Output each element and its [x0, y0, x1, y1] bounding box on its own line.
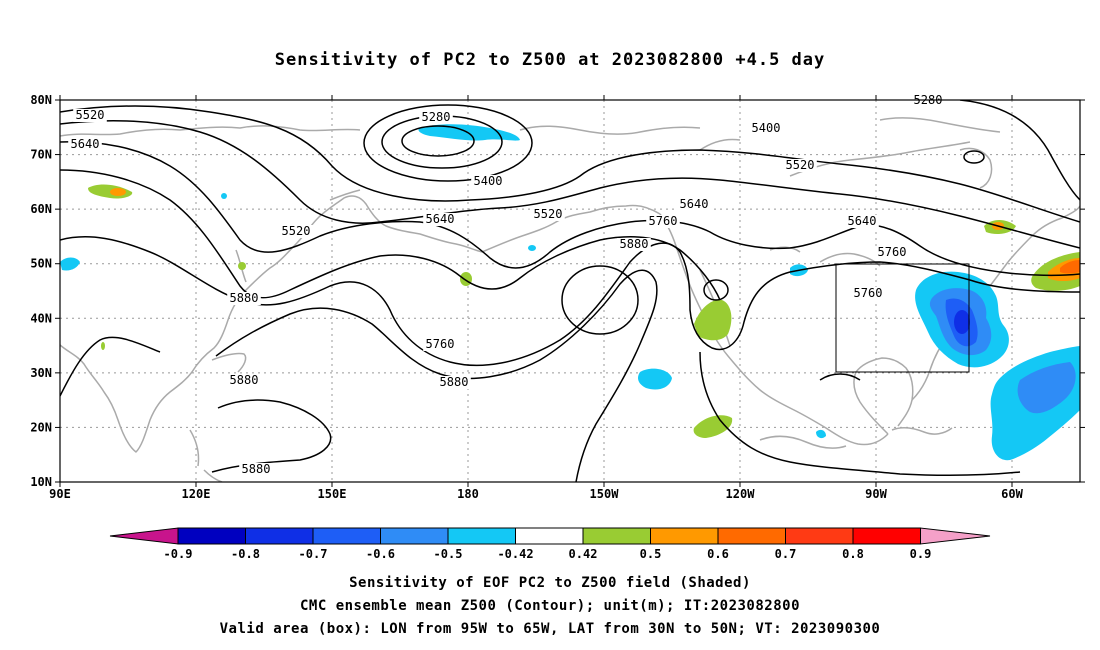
colorbar-segment	[650, 527, 719, 545]
contour-label-bg	[677, 198, 711, 211]
contour-label: 5640	[71, 137, 100, 151]
contour-label: 5880	[620, 237, 649, 251]
sensitivity-shading	[60, 124, 1080, 461]
contour-label-bg	[783, 159, 817, 172]
lon-label: 180	[457, 487, 479, 501]
contour-label: 5760	[854, 286, 883, 300]
contour-label: 5880	[242, 462, 271, 476]
contour-label: 5520	[282, 224, 311, 238]
lat-label: 10N	[30, 475, 52, 489]
contour-label: 5400	[474, 174, 503, 188]
lon-label: 90E	[49, 487, 71, 501]
contour-label-bg	[279, 225, 313, 238]
plot-frame	[59, 99, 1081, 483]
contour-label: 5760	[426, 337, 455, 351]
lon-label: 120E	[182, 487, 211, 501]
z500-contours	[60, 100, 1080, 482]
contour-label: 5640	[426, 212, 455, 226]
colorbar-segment	[312, 527, 381, 545]
caption-contour: CMC ensemble mean Z500 (Contour); unit(m…	[299, 598, 800, 614]
contour-label: 5880	[230, 373, 259, 387]
contour-label-bg	[617, 238, 651, 251]
lat-label: 20N	[30, 420, 52, 434]
contour-label-bg	[73, 109, 107, 122]
colorbar-label: 0.42	[569, 547, 598, 561]
colorbar-label: 0.8	[842, 547, 864, 561]
colorbar-label: 0.5	[640, 547, 662, 561]
colorbar-label: 0.6	[707, 547, 729, 561]
contour-label-bg	[437, 376, 471, 389]
colorbar-segment	[447, 527, 516, 545]
contour-label-bg	[68, 138, 102, 151]
lat-label: 70N	[30, 148, 52, 162]
contour-label: 5520	[786, 158, 815, 172]
colorbar-segment	[852, 527, 921, 545]
caption-shading: Sensitivity of EOF PC2 to Z500 field (Sh…	[349, 575, 751, 591]
contour-label: 5640	[848, 214, 877, 228]
contour-label: 5640	[680, 197, 709, 211]
colorbar-segment	[515, 527, 584, 545]
colorbar-segment	[785, 527, 854, 545]
lat-label: 50N	[30, 257, 52, 271]
colorbar-label: -0.7	[299, 547, 328, 561]
contour-label-bg	[423, 338, 457, 351]
colorbar-segment	[380, 527, 449, 545]
contour-label-bg	[227, 292, 261, 305]
contour-labels: 5280552056405400528054005520552055205640…	[68, 93, 945, 476]
colorbar-label: 0.9	[910, 547, 932, 561]
lon-label: 120W	[726, 487, 756, 501]
contour-label-bg	[646, 215, 680, 228]
lat-label: 80N	[30, 93, 52, 107]
colorbar-low-end	[109, 527, 179, 545]
lon-label: 150E	[318, 487, 347, 501]
contour-label-bg	[471, 175, 505, 188]
contour-label-bg	[875, 246, 909, 259]
colorbar: -0.9 -0.8 -0.7 -0.6 -0.5 -0.42 0.42 0.5 0.6 0.7 0.…	[109, 527, 991, 561]
contour-label: 5760	[878, 245, 907, 259]
contour-label: 5880	[230, 291, 259, 305]
contour-label: 5880	[440, 375, 469, 389]
contour-label-bg	[227, 374, 261, 387]
colorbar-segment	[717, 527, 786, 545]
colorbar-segment	[245, 527, 314, 545]
contour-label-bg	[419, 111, 453, 124]
colorbar-label: -0.8	[231, 547, 260, 561]
contour-label: 5520	[534, 207, 563, 221]
lon-label: 150W	[590, 487, 620, 501]
colorbar-label: -0.5	[434, 547, 463, 561]
contour-label: 5280	[422, 110, 451, 124]
page-title: Sensitivity of PC2 to Z500 at 2023082800…	[274, 50, 826, 70]
lon-label: 60W	[1001, 487, 1023, 501]
colorbar-label: -0.42	[497, 547, 533, 561]
valid-area-box	[835, 263, 970, 373]
colorbar-segment	[177, 527, 246, 545]
lat-label: 40N	[30, 311, 52, 325]
colorbar-segment	[582, 527, 651, 545]
contour-label: 5520	[76, 108, 105, 122]
lat-label: 60N	[30, 202, 52, 216]
lat-label: 30N	[30, 366, 52, 380]
contour-label-bg	[749, 122, 783, 135]
longitude-axis: 90E 120E 150E 180 150W 120W 90W 60W	[49, 95, 1024, 501]
contour-label-bg	[845, 215, 879, 228]
colorbar-label: -0.9	[164, 547, 193, 561]
contour-label-bg	[851, 287, 885, 300]
contour-label-bg	[239, 463, 273, 476]
contour-label: 5400	[752, 121, 781, 135]
colorbar-high-end	[920, 527, 991, 545]
contour-label-bg	[531, 208, 565, 221]
lon-label: 90W	[865, 487, 887, 501]
colorbar-label: 0.7	[775, 547, 797, 561]
caption-valid-area: Valid area (box): LON from 95W to 65W, L…	[219, 621, 881, 637]
latitude-axis: 80N 70N 60N 50N 40N 30N 20N 10N	[30, 93, 1085, 489]
contour-label: 5760	[649, 214, 678, 228]
graticule	[60, 100, 1080, 482]
colorbar-label: -0.6	[366, 547, 395, 561]
contour-label-bg	[423, 213, 457, 226]
